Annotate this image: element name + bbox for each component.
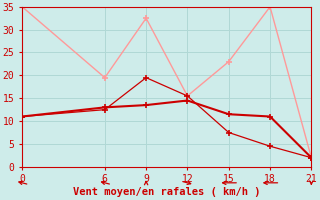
X-axis label: Vent moyen/en rafales ( km/h ): Vent moyen/en rafales ( km/h ) bbox=[73, 187, 260, 197]
